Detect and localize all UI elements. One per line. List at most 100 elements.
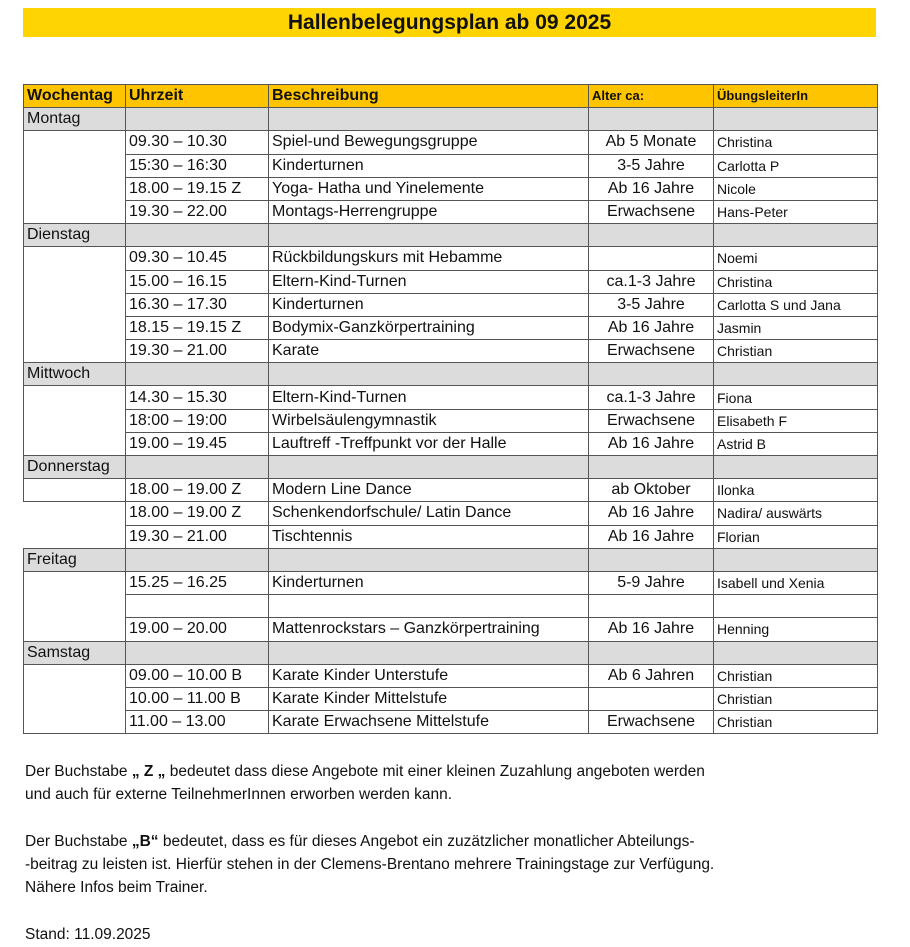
age-cell — [588, 686, 714, 712]
age-cell: Erwachsene — [588, 408, 714, 433]
header-beschreibung: Beschreibung — [268, 83, 589, 109]
day-row-montag: Montag — [23, 107, 878, 132]
description-cell: Karate — [268, 339, 589, 364]
age-cell — [588, 594, 714, 619]
instructor-cell: Ilonka — [713, 478, 878, 503]
day-row-samstag: Samstag — [23, 640, 878, 665]
note-text: bedeutet, dass es für dieses Angebot ein… — [158, 833, 695, 850]
description-cell: Karate Kinder Unterstufe — [268, 663, 589, 688]
age-cell: Erwachsene — [588, 710, 714, 735]
day-row-donnerstag: Donnerstag — [23, 454, 878, 480]
note-text: -beitrag zu leisten ist. Hierfür stehen … — [25, 856, 715, 873]
time-cell: 18:00 – 19:00 — [125, 408, 269, 433]
time-cell: 18.15 – 19.15 Z — [125, 315, 269, 341]
instructor-cell: Christian — [713, 339, 878, 364]
day-row-empty-cell — [125, 107, 269, 132]
table-row: 19.00 – 19.45 Lauftreff -Treffpunkt vor d… — [24, 431, 878, 457]
table-row: 19.30 – 21.00 Karate Erwachsene Christian — [24, 339, 878, 364]
day-spacer-cell — [23, 501, 126, 549]
day-row-empty-cell — [268, 640, 589, 665]
day-row-empty-cell — [268, 362, 589, 387]
day-row-empty-cell — [268, 107, 589, 132]
note-text: und auch für externe TeilnehmerInnen erw… — [25, 786, 453, 803]
day-row-empty-cell — [713, 454, 878, 480]
time-cell: 15.00 – 16.15 — [125, 269, 269, 294]
note-text: Der Buchstabe — [25, 763, 132, 780]
age-cell: 3-5 Jahre — [588, 292, 714, 317]
age-cell: Ab 16 Jahre — [588, 501, 714, 526]
table-row: 09.30 – 10.30 Spiel-und Bewegungsgruppe Ab… — [23, 130, 878, 225]
instructor-cell: Jasmin — [713, 315, 878, 341]
note-text: Der Buchstabe — [25, 833, 132, 850]
instructor-cell: Carlotta P — [713, 153, 878, 178]
day-row-empty-cell — [588, 640, 714, 665]
instructor-cell: Christian — [713, 663, 878, 688]
day-name: Freitag — [23, 547, 126, 572]
time-cell: 15.25 – 16.25 — [125, 570, 269, 596]
time-cell: 19.30 – 22.00 — [125, 199, 269, 225]
age-cell: ca.1-3 Jahre — [588, 269, 714, 294]
age-cell: Ab 5 Monate — [588, 130, 714, 155]
header-uebungsleiter: ÜbungsleiterIn — [713, 83, 878, 109]
description-cell: Eltern-Kind-Turnen — [268, 385, 589, 410]
time-cell — [125, 594, 269, 619]
table-row: 16.30 – 17.30 Kinderturnen 3-5 Jahre Carlot… — [24, 292, 878, 317]
instructor-cell — [713, 594, 878, 619]
day-spacer-cell — [23, 130, 126, 225]
time-cell: 11.00 – 13.00 — [125, 710, 269, 735]
instructor-cell: Elisabeth F — [713, 408, 878, 433]
day-row-empty-cell — [125, 223, 269, 248]
note-text: bedeutet dass diese Angebote mit einer k… — [165, 763, 705, 780]
day-spacer-cell — [23, 570, 126, 642]
instructor-cell: Noemi — [713, 246, 878, 271]
instructor-cell: Christian — [713, 686, 878, 712]
table-row: 19.00 – 20.00 Mattenrockstars – Ganzkörpe… — [24, 617, 878, 642]
day-spacer-cell — [23, 246, 126, 364]
table-row: 15.25 – 16.25 Kinderturnen 5-9 Jahre Isabel… — [23, 570, 878, 642]
day-row-empty-cell — [588, 362, 714, 387]
day-spacer-cell — [23, 663, 126, 735]
description-cell: Eltern-Kind-Turnen — [268, 269, 589, 294]
note-text: Nähere Infos beim Trainer. — [25, 879, 208, 896]
age-cell: Ab 16 Jahre — [588, 315, 714, 341]
day-row-empty-cell — [713, 362, 878, 387]
day-row-empty-cell — [125, 362, 269, 387]
day-row-empty-cell — [125, 640, 269, 665]
header-uhrzeit: Uhrzeit — [125, 83, 269, 109]
age-cell: Ab 16 Jahre — [588, 176, 714, 201]
day-row-empty-cell — [125, 547, 269, 572]
instructor-cell: Nicole — [713, 176, 878, 201]
age-cell — [588, 246, 714, 271]
age-cell: ca.1-3 Jahre — [588, 385, 714, 410]
schedule-table: Wochentag Uhrzeit Beschreibung Alter ca:… — [23, 83, 878, 735]
note-letter-z: „ Z „ — [131, 763, 166, 780]
age-cell: Ab 16 Jahre — [588, 617, 714, 642]
instructor-cell: Florian — [713, 524, 878, 549]
description-cell: Wirbelsäulengymnastik — [268, 408, 589, 433]
description-cell: Spiel-und Bewegungsgruppe — [268, 130, 589, 155]
table-row: 18.00 – 19.15 Z Yoga- Hatha und Yinelemen… — [24, 176, 878, 201]
age-cell: Erwachsene — [588, 339, 714, 364]
day-row-empty-cell — [588, 454, 714, 480]
day-row-empty-cell — [268, 547, 589, 572]
time-cell: 18.00 – 19.15 Z — [125, 176, 269, 201]
instructor-cell: Christian — [713, 710, 878, 735]
description-cell — [268, 594, 589, 619]
instructor-cell: Carlotta S und Jana — [713, 292, 878, 317]
time-cell: 18.00 – 19.00 Z — [125, 478, 269, 503]
day-name: Dienstag — [23, 223, 126, 248]
day-name: Donnerstag — [23, 454, 126, 480]
day-row-empty-cell — [268, 223, 589, 248]
table-row: 19.30 – 22.00 Montags-Herrengruppe Erwachs… — [24, 199, 878, 225]
time-cell: 19.30 – 21.00 — [125, 524, 269, 549]
instructor-cell: Fiona — [713, 385, 878, 410]
time-cell: 18.00 – 19.00 Z — [125, 501, 269, 526]
table-row: 11.00 – 13.00 Karate Erwachsene Mittelstu… — [24, 710, 878, 735]
note-letter-b: „B“ — [131, 833, 159, 850]
table-row: 09.30 – 10.45 Rückbildungskurs mit Hebamm… — [23, 246, 878, 364]
day-row-empty-cell — [268, 454, 589, 480]
table-row: 18:00 – 19:00 Wirbelsäulengymnastik Erwach… — [24, 408, 878, 433]
table-row: 18.15 – 19.15 Z Bodymix-Ganzkörpertrainin… — [24, 315, 878, 341]
time-cell: 19.30 – 21.00 — [125, 339, 269, 364]
instructor-cell: Isabell und Xenia — [713, 570, 878, 596]
